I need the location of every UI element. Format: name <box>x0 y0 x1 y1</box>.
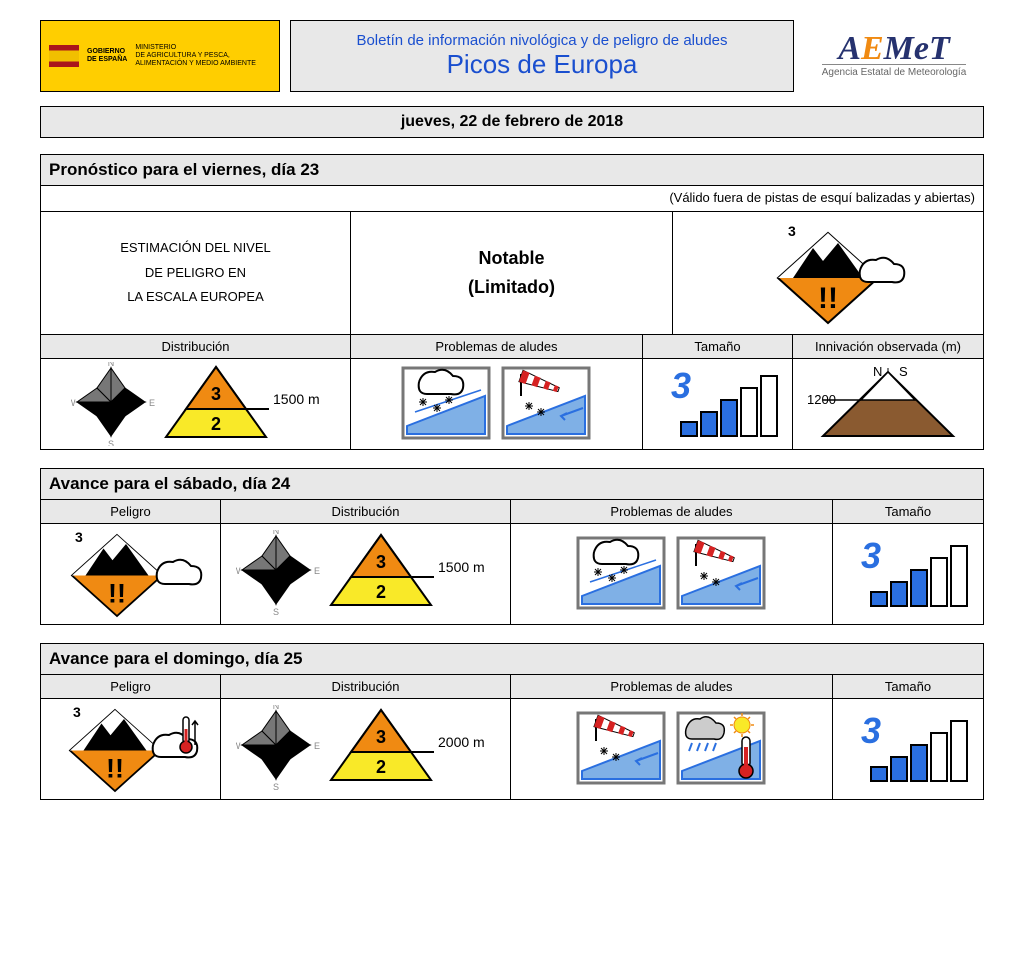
dist-upper: 3 <box>375 727 385 747</box>
danger-level-name: Notable (Limitado) <box>351 212 673 334</box>
header: GOBIERNO DE ESPAÑA MINISTERIO DE AGRICUL… <box>40 20 984 92</box>
aspect-rose-icon <box>236 530 326 618</box>
gov-line5: ALIMENTACIÓN Y MEDIO AMBIENTE <box>135 60 256 67</box>
section-advance-day25: Avance para el domingo, día 25 Peligro D… <box>40 643 984 800</box>
innivation-cell: N S 1200 <box>793 359 983 449</box>
problems-cell <box>511 699 833 799</box>
dist-lower: 2 <box>375 582 385 602</box>
danger-diamond-icon: 3 <box>51 526 211 622</box>
dist-lower: 2 <box>375 757 385 777</box>
level-label-l1: ESTIMACIÓN DEL NIVEL <box>120 236 271 261</box>
col-innivacion: Innivación observada (m) <box>793 335 983 358</box>
aemet-logo: AEMeT Agencia Estatal de Meteorología <box>804 20 984 92</box>
bulletin-title: Picos de Europa <box>447 49 638 80</box>
size-number: 3 <box>861 710 881 751</box>
aspect-rose-icon <box>71 362 161 446</box>
dist-altitude: 1500 m <box>438 559 485 575</box>
danger-diamond-icon: 3 <box>748 218 908 328</box>
size-cell: 3 <box>643 359 793 449</box>
ministry-text: MINISTERIO DE AGRICULTURA Y PESCA, ALIME… <box>135 44 256 67</box>
elevation-triangle-icon: 3 2 1500 m <box>161 362 321 446</box>
col-problemas: Problemas de aludes <box>511 500 833 523</box>
gov-line1: GOBIERNO <box>87 48 125 55</box>
inn-n: N <box>873 364 882 379</box>
inn-s: S <box>899 364 908 379</box>
innivation-icon: N S 1200 <box>803 362 973 446</box>
size-cell: 3 <box>833 699 983 799</box>
icons-row: 3 2 1500 m 3 N <box>41 359 983 449</box>
problem-new-snow-icon <box>576 536 668 612</box>
danger-cell: 3 <box>41 524 221 624</box>
validity-note: (Válido fuera de pistas de esquí balizad… <box>41 186 983 212</box>
aemet-wordmark: AEMeT <box>838 34 949 65</box>
distribution-cell: 3 2 1500 m <box>221 524 511 624</box>
problem-new-snow-icon <box>401 366 493 442</box>
bulletin-subtitle: Boletín de información nivológica y de p… <box>356 32 727 49</box>
gov-line2: DE ESPAÑA <box>87 56 127 63</box>
col-distribucion: Distribución <box>221 500 511 523</box>
section-forecast-day23: Pronóstico para el viernes, día 23 (Váli… <box>40 154 984 450</box>
elevation-triangle-icon: 3 2 1500 m <box>326 530 496 618</box>
government-logo: GOBIERNO DE ESPAÑA MINISTERIO DE AGRICUL… <box>40 20 280 92</box>
section-title: Pronóstico para el viernes, día 23 <box>41 155 983 186</box>
dist-lower: 2 <box>210 414 220 434</box>
level-paren: (Limitado) <box>468 277 555 298</box>
col-distribucion: Distribución <box>221 675 511 698</box>
distribution-cell: 3 2 1500 m <box>41 359 351 449</box>
distribution-cell: 3 2 2000 m <box>221 699 511 799</box>
inn-alt: 1200 <box>807 392 836 407</box>
bulletin-title-box: Boletín de información nivológica y de p… <box>290 20 794 92</box>
col-peligro: Peligro <box>41 500 221 523</box>
columns-header-row: Peligro Distribución Problemas de aludes… <box>41 500 983 524</box>
dist-altitude: 1500 m <box>273 391 320 407</box>
danger-level-label: ESTIMACIÓN DEL NIVEL DE PELIGRO EN LA ES… <box>41 212 351 334</box>
problems-cell <box>351 359 643 449</box>
size-bars-icon: 3 <box>843 709 973 789</box>
col-problemas: Problemas de aludes <box>511 675 833 698</box>
problem-wind-slab-icon <box>501 366 593 442</box>
dist-upper: 3 <box>375 552 385 572</box>
gov-line3: MINISTERIO <box>135 44 176 51</box>
danger-diamond-icon: 3 <box>51 701 211 797</box>
elevation-triangle-icon: 3 2 2000 m <box>326 705 496 793</box>
section-advance-day24: Avance para el sábado, día 24 Peligro Di… <box>40 468 984 625</box>
col-problemas: Problemas de aludes <box>351 335 643 358</box>
dist-upper: 3 <box>210 384 220 404</box>
gov-line4: DE AGRICULTURA Y PESCA, <box>135 52 230 59</box>
aspect-rose-icon <box>236 705 326 793</box>
danger-number: 3 <box>75 529 83 545</box>
danger-cell: 3 <box>41 699 221 799</box>
problem-wind-slab-icon <box>676 536 768 612</box>
columns-header-row: Peligro Distribución Problemas de aludes… <box>41 675 983 699</box>
section-title: Avance para el domingo, día 25 <box>41 644 983 675</box>
col-peligro: Peligro <box>41 675 221 698</box>
col-distribucion: Distribución <box>41 335 351 358</box>
size-bars-icon: 3 <box>653 364 783 444</box>
spain-flag-icon <box>49 45 79 67</box>
col-tamano: Tamaño <box>643 335 793 358</box>
problem-wet-snow-icon <box>676 711 768 787</box>
icons-row: 3 3 2 1500 m 3 <box>41 524 983 624</box>
columns-header-row: Distribución Problemas de aludes Tamaño … <box>41 335 983 359</box>
dist-altitude: 2000 m <box>438 734 485 750</box>
date-bar: jueves, 22 de febrero de 2018 <box>40 106 984 138</box>
size-number: 3 <box>671 365 691 406</box>
size-number: 3 <box>861 535 881 576</box>
level-label-l2: DE PELIGRO EN <box>145 261 246 286</box>
size-cell: 3 <box>833 524 983 624</box>
size-bars-icon: 3 <box>843 534 973 614</box>
danger-diamond-cell: 3 <box>673 212 983 334</box>
section-title: Avance para el sábado, día 24 <box>41 469 983 500</box>
level-name: Notable <box>478 248 544 269</box>
danger-number: 3 <box>788 223 796 239</box>
problems-cell <box>511 524 833 624</box>
col-tamano: Tamaño <box>833 675 983 698</box>
danger-level-row: ESTIMACIÓN DEL NIVEL DE PELIGRO EN LA ES… <box>41 212 983 335</box>
problem-wind-slab-icon <box>576 711 668 787</box>
level-label-l3: LA ESCALA EUROPEA <box>127 285 264 310</box>
danger-number: 3 <box>73 704 81 720</box>
col-tamano: Tamaño <box>833 500 983 523</box>
icons-row: 3 3 2 2000 m 3 <box>41 699 983 799</box>
government-text: GOBIERNO DE ESPAÑA <box>87 48 127 63</box>
